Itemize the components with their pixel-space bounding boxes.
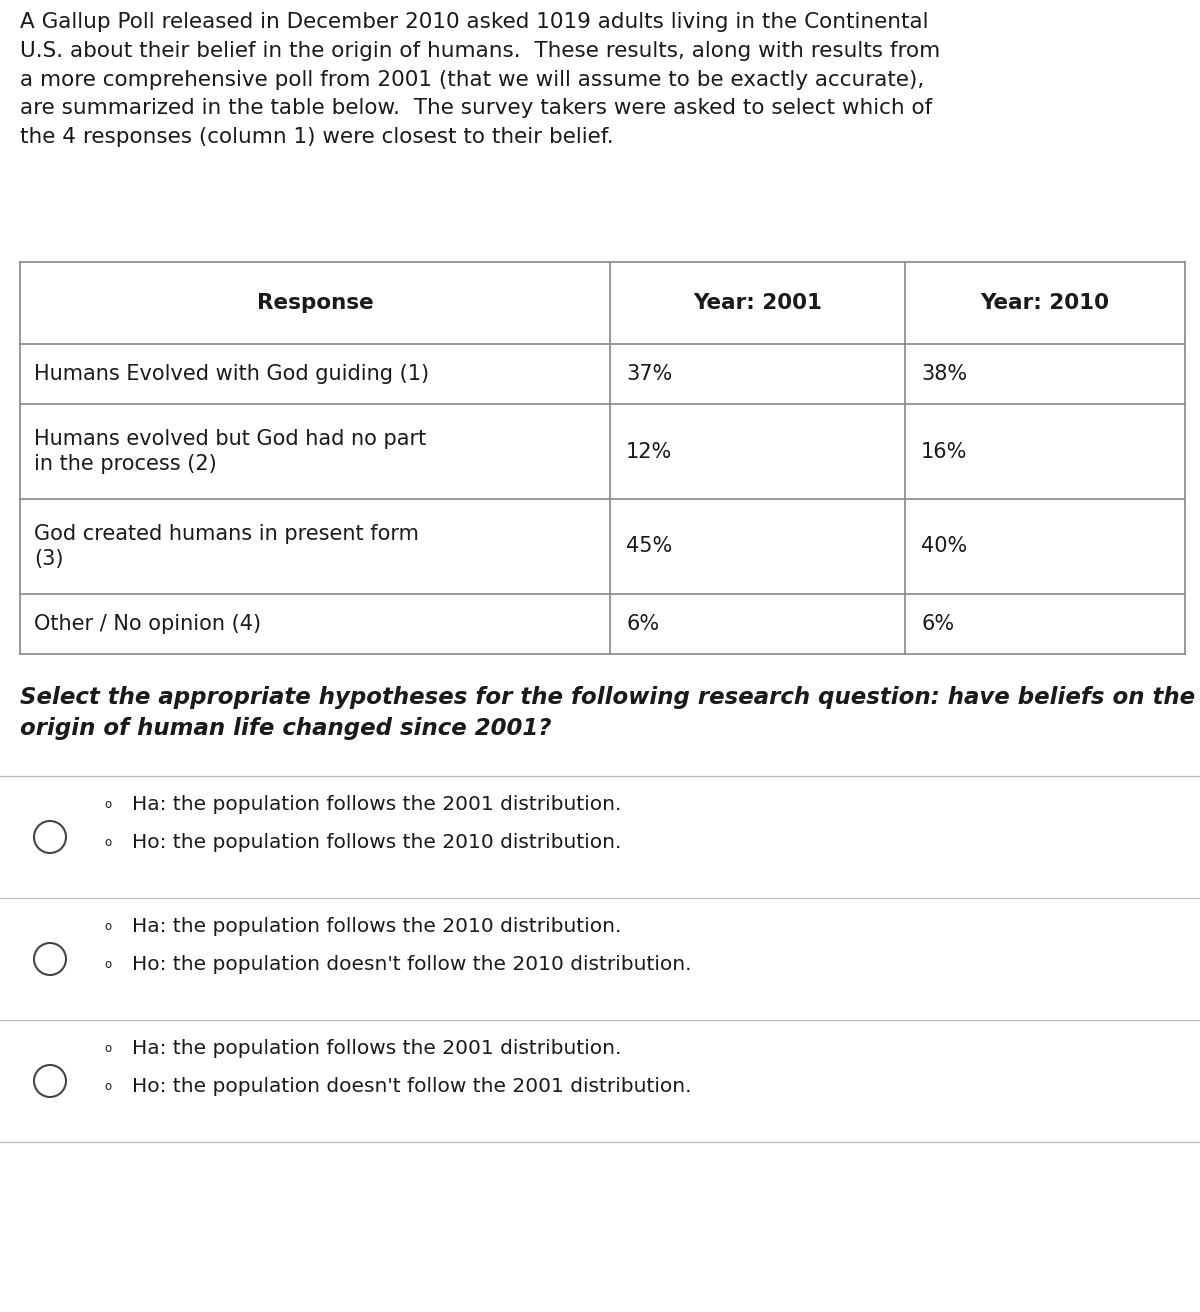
Text: Ho: the population doesn't follow the 2010 distribution.: Ho: the population doesn't follow the 20… bbox=[132, 955, 691, 974]
Text: 12%: 12% bbox=[626, 442, 672, 462]
Text: Ho: the population doesn't follow the 2001 distribution.: Ho: the population doesn't follow the 20… bbox=[132, 1077, 691, 1096]
Text: 37%: 37% bbox=[626, 363, 672, 384]
Text: o: o bbox=[104, 958, 112, 971]
Text: o: o bbox=[104, 836, 112, 849]
Text: A Gallup Poll released in December 2010 asked 1019 adults living in the Continen: A Gallup Poll released in December 2010 … bbox=[20, 12, 941, 147]
Text: Ha: the population follows the 2001 distribution.: Ha: the population follows the 2001 dist… bbox=[132, 795, 622, 813]
Text: Ho: the population follows the 2010 distribution.: Ho: the population follows the 2010 dist… bbox=[132, 833, 622, 851]
Text: Ha: the population follows the 2010 distribution.: Ha: the population follows the 2010 dist… bbox=[132, 917, 622, 935]
Text: o: o bbox=[104, 798, 112, 811]
Text: 6%: 6% bbox=[626, 614, 659, 634]
Text: o: o bbox=[104, 920, 112, 933]
Text: 45%: 45% bbox=[626, 537, 672, 556]
Text: 6%: 6% bbox=[922, 614, 954, 634]
Text: Year: 2001: Year: 2001 bbox=[694, 293, 822, 314]
Text: Select the appropriate hypotheses for the following research question: have beli: Select the appropriate hypotheses for th… bbox=[20, 686, 1195, 740]
Text: Year: 2010: Year: 2010 bbox=[980, 293, 1110, 314]
Text: Response: Response bbox=[257, 293, 373, 314]
Text: 16%: 16% bbox=[922, 442, 967, 462]
Text: Humans evolved but God had no part
in the process (2): Humans evolved but God had no part in th… bbox=[34, 429, 426, 475]
Text: Ha: the population follows the 2001 distribution.: Ha: the population follows the 2001 dist… bbox=[132, 1039, 622, 1057]
Text: Humans Evolved with God guiding (1): Humans Evolved with God guiding (1) bbox=[34, 363, 430, 384]
Text: Other / No opinion (4): Other / No opinion (4) bbox=[34, 614, 262, 634]
Text: God created humans in present form
(3): God created humans in present form (3) bbox=[34, 523, 419, 569]
Text: 40%: 40% bbox=[922, 537, 967, 556]
Text: o: o bbox=[104, 1080, 112, 1093]
Text: o: o bbox=[104, 1042, 112, 1055]
Text: 38%: 38% bbox=[922, 363, 967, 384]
